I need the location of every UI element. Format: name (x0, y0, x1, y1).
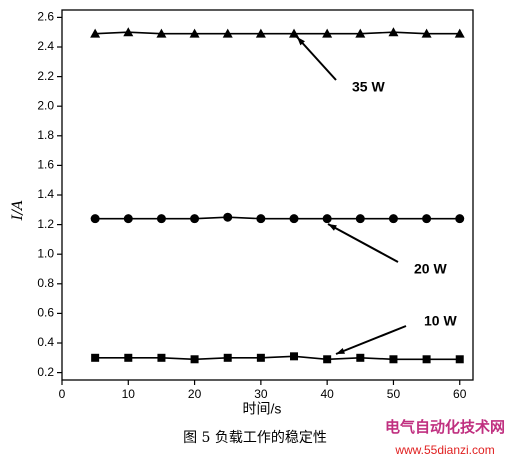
marker (322, 28, 333, 38)
annotation-arrow (327, 223, 399, 263)
marker (355, 214, 365, 224)
marker (123, 27, 134, 37)
y-tick-label: 0.6 (37, 306, 54, 320)
marker (455, 214, 465, 224)
y-tick-label: 1.6 (37, 158, 54, 172)
marker (355, 28, 366, 38)
marker (289, 28, 300, 38)
marker (323, 355, 332, 364)
y-tick-label: 1.8 (37, 128, 54, 142)
annotation-arrow (296, 36, 337, 81)
marker (455, 355, 464, 364)
x-tick-label: 20 (188, 387, 202, 401)
watermark-title: 电气自动化技术网 (385, 418, 505, 436)
marker (422, 355, 431, 364)
marker (422, 214, 432, 224)
x-tick-label: 30 (254, 387, 268, 401)
x-tick-label: 60 (453, 387, 467, 401)
annotation-arrow (335, 325, 407, 355)
marker (222, 28, 233, 38)
annotation-arrowhead (336, 347, 345, 354)
y-tick-label: 1.4 (37, 187, 54, 201)
series-line (95, 216, 460, 220)
marker (256, 214, 266, 224)
marker (189, 28, 200, 38)
y-tick-label: 0.4 (37, 335, 54, 349)
marker (190, 355, 199, 364)
y-tick-label: 2.6 (37, 10, 54, 24)
x-tick-label: 40 (320, 387, 334, 401)
annotation-arrowhead (297, 37, 305, 46)
x-tick-label: 50 (387, 387, 401, 401)
annotation-arrowhead (328, 224, 337, 231)
y-tick-label: 2.4 (37, 39, 54, 53)
x-tick-label: 0 (59, 387, 66, 401)
marker (156, 28, 167, 38)
series-label: 20 W (414, 261, 447, 277)
watermark-url: www.55dianzi.com (394, 443, 494, 457)
marker (256, 353, 265, 362)
x-tick-label: 10 (122, 387, 136, 401)
marker (90, 214, 100, 224)
y-axis-label: I/A (10, 200, 26, 221)
y-tick-label: 0.8 (37, 276, 54, 290)
marker (421, 28, 432, 38)
marker (124, 353, 133, 362)
y-tick-label: 2.2 (37, 69, 54, 83)
x-axis-label: 时间/s (243, 401, 282, 417)
y-tick-label: 2.0 (37, 98, 54, 112)
caption: 图 5 负载工作的稳定性 (183, 430, 327, 446)
series-line (95, 355, 460, 361)
marker (90, 28, 101, 38)
series-label: 35 W (352, 79, 385, 95)
y-tick-label: 1.0 (37, 246, 54, 260)
y-tick-label: 1.2 (37, 217, 54, 231)
marker (389, 355, 398, 364)
marker (223, 212, 233, 222)
plot-frame (61, 9, 474, 381)
y-tick-label: 0.2 (37, 365, 54, 379)
marker (156, 214, 166, 224)
marker (190, 214, 200, 224)
marker (289, 214, 299, 224)
marker (356, 353, 365, 362)
marker (223, 353, 232, 362)
marker (290, 352, 299, 361)
marker (157, 353, 166, 362)
marker (454, 28, 465, 38)
marker (322, 214, 332, 224)
marker (91, 353, 100, 362)
series-label: 10 W (424, 313, 457, 329)
marker (388, 214, 398, 224)
marker (255, 28, 266, 38)
series-line (95, 31, 460, 35)
marker (123, 214, 133, 224)
marker (388, 27, 399, 37)
